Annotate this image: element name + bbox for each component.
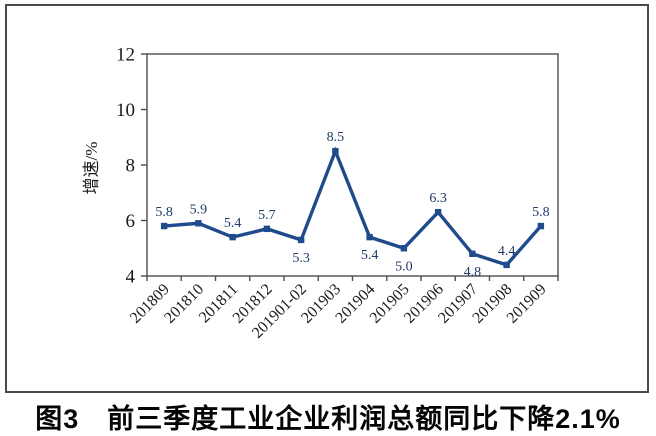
- data-label: 5.0: [395, 259, 413, 274]
- plot-border: [146, 53, 559, 277]
- data-point-marker: [400, 245, 408, 252]
- data-label: 4.8: [464, 265, 482, 280]
- chart-frame: [5, 4, 649, 393]
- data-label: 8.5: [327, 130, 345, 145]
- data-label: 5.3: [292, 251, 310, 266]
- y-tick-label: 8: [126, 156, 136, 177]
- data-point-marker: [469, 250, 476, 257]
- data-point-marker: [297, 236, 305, 244]
- data-point-marker: [434, 208, 442, 216]
- data-label: 5.4: [224, 216, 242, 231]
- series-line: [163, 146, 543, 267]
- data-point-marker: [263, 225, 271, 233]
- y-tick-label: 10: [116, 100, 135, 121]
- data-point-marker: [332, 147, 339, 155]
- data-label: 5.8: [532, 205, 550, 220]
- data-point-marker: [160, 222, 168, 230]
- figure-caption: 图3 前三季度工业企业利润总额同比下降2.1%: [35, 404, 621, 434]
- y-tick-label: 4: [126, 267, 136, 288]
- x-tick-label: 201909: [504, 281, 550, 327]
- data-label: 5.7: [258, 208, 276, 223]
- data-label: 4.4: [498, 244, 516, 259]
- y-axis-title: 增速/%: [82, 142, 101, 195]
- data-point-marker: [229, 233, 236, 241]
- data-point-marker: [195, 220, 202, 227]
- data-label: 5.8: [155, 205, 173, 220]
- data-point-marker: [366, 233, 373, 241]
- data-label: 6.3: [429, 191, 447, 206]
- data-label: 5.9: [190, 202, 208, 217]
- data-label: 5.4: [361, 248, 379, 263]
- y-tick-label: 12: [116, 45, 135, 66]
- data-point-marker: [503, 261, 510, 269]
- data-point-marker: [537, 222, 545, 230]
- y-tick-label: 6: [126, 211, 136, 232]
